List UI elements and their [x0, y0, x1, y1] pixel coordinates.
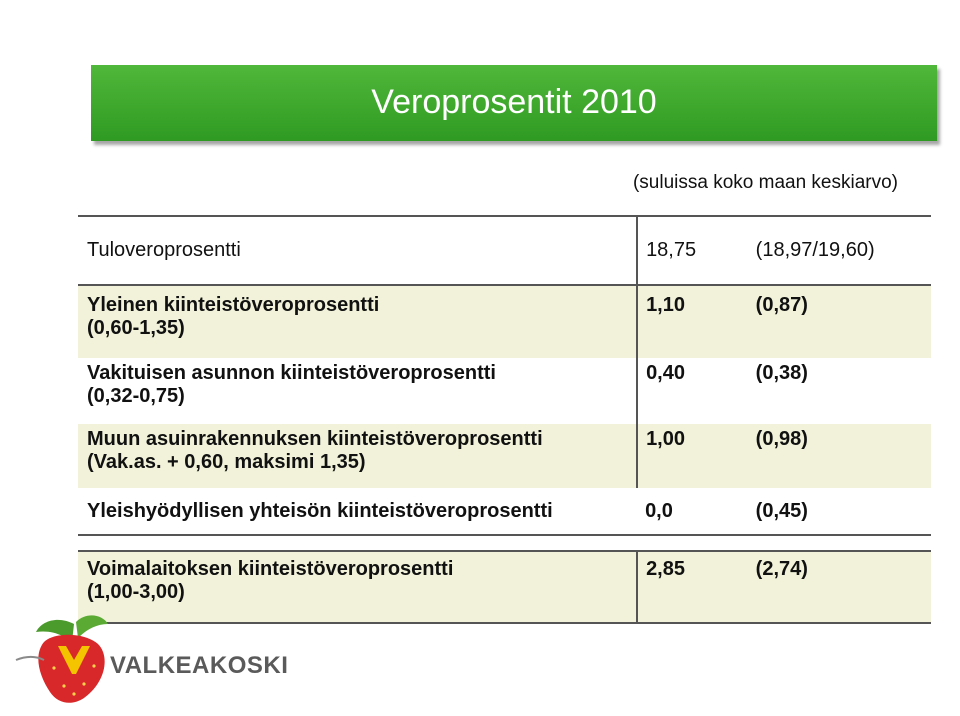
row-value: 0,40	[636, 358, 748, 424]
subtitle-note: (suluissa koko maan keskiarvo)	[632, 172, 898, 193]
row-label: Voimalaitoksen kiinteistöveroprosentti (1…	[78, 550, 638, 624]
row-label: Vakituisen asunnon kiinteistöveroprosent…	[87, 362, 496, 407]
row-spacer	[78, 535, 931, 551]
row-average: (2,74)	[747, 550, 931, 624]
strawberry-crest-icon	[15, 615, 108, 703]
table-row: Tuloveroprosentti 18,75 (18,97/19,60)	[78, 215, 931, 285]
row-average: (0,45)	[747, 488, 931, 536]
title-banner: Veroprosentit 2010	[91, 65, 937, 141]
table-row: Yleishyödyllisen yhteisön kiinteistövero…	[78, 488, 931, 536]
row-average: (0,38)	[755, 362, 808, 384]
table-row: Yleinen kiinteistöveroprosentti (0,60-1,3…	[78, 284, 931, 358]
row-value: 1,10	[636, 284, 748, 358]
row-label: Muun asuinrakennuksen kiinteistöveropros…	[78, 424, 638, 488]
table-row: Voimalaitoksen kiinteistöveroprosentti (1…	[78, 550, 931, 624]
row-average: (0,98)	[747, 424, 931, 488]
tax-rate-table: Tuloveroprosentti 18,75 (18,97/19,60) Yl…	[78, 215, 931, 624]
row-value: 18,75	[636, 215, 748, 285]
row-label: Yleishyödyllisen yhteisön kiinteistövero…	[78, 488, 638, 536]
logo-text: VALKEAKOSKI	[110, 652, 289, 679]
row-value: 1,00	[636, 424, 748, 488]
row-average: (0,87)	[747, 284, 931, 358]
row-value: 0,0	[637, 488, 748, 536]
row-label: Yleinen kiinteistöveroprosentti (0,60-1,3…	[78, 284, 638, 358]
page-title: Veroprosentit 2010	[371, 83, 657, 121]
table-row: Muun asuinrakennuksen kiinteistöveropros…	[78, 424, 931, 488]
row-average: (18,97/19,60)	[747, 215, 931, 285]
table-row: Vakituisen asunnon kiinteistöveroprosent…	[78, 358, 931, 424]
row-label: Tuloveroprosentti	[78, 215, 638, 285]
row-value: 2,85	[636, 550, 748, 624]
